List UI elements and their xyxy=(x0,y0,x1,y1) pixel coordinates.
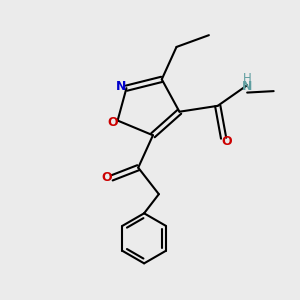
Text: H: H xyxy=(243,72,251,85)
Text: O: O xyxy=(107,116,118,128)
Text: N: N xyxy=(116,80,126,93)
Text: N: N xyxy=(242,80,252,93)
Text: O: O xyxy=(101,172,112,184)
Text: O: O xyxy=(222,135,232,148)
